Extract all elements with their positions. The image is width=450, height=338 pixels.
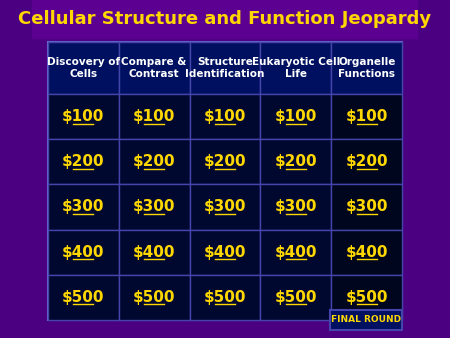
Text: $500: $500 — [346, 290, 388, 305]
Text: Compare &
Contrast: Compare & Contrast — [122, 57, 187, 79]
Text: Discovery of
Cells: Discovery of Cells — [46, 57, 120, 79]
Text: $100: $100 — [346, 109, 388, 124]
Text: $400: $400 — [133, 245, 176, 260]
Bar — [329, 310, 402, 330]
Text: Eukaryotic Cell
Life: Eukaryotic Cell Life — [252, 57, 340, 79]
Bar — [189, 185, 261, 230]
Bar — [332, 139, 402, 185]
Bar — [118, 230, 189, 275]
Text: $500: $500 — [274, 290, 317, 305]
Text: $400: $400 — [274, 245, 317, 260]
Bar — [261, 42, 332, 94]
Bar — [189, 230, 261, 275]
Text: $300: $300 — [346, 199, 388, 215]
Text: $500: $500 — [62, 290, 104, 305]
Text: $500: $500 — [133, 290, 176, 305]
Bar — [48, 185, 118, 230]
Text: $100: $100 — [62, 109, 104, 124]
Bar — [48, 139, 118, 185]
Text: $300: $300 — [204, 199, 246, 215]
Text: $200: $200 — [133, 154, 176, 169]
Text: $400: $400 — [62, 245, 104, 260]
Bar — [189, 42, 261, 94]
Bar — [118, 94, 189, 139]
Bar — [48, 230, 118, 275]
Text: $100: $100 — [275, 109, 317, 124]
Bar — [332, 94, 402, 139]
Text: Organelle
Functions: Organelle Functions — [338, 57, 396, 79]
Bar — [32, 0, 418, 38]
Bar — [261, 230, 332, 275]
Text: $300: $300 — [62, 199, 104, 215]
Text: $400: $400 — [204, 245, 246, 260]
Text: $100: $100 — [204, 109, 246, 124]
Text: Cellular Structure and Function Jeopardy: Cellular Structure and Function Jeopardy — [18, 10, 432, 28]
Bar — [332, 230, 402, 275]
Text: $200: $200 — [204, 154, 246, 169]
Text: $300: $300 — [133, 199, 176, 215]
Bar — [261, 275, 332, 320]
Text: $200: $200 — [274, 154, 317, 169]
Bar — [118, 42, 189, 94]
Text: $400: $400 — [346, 245, 388, 260]
Text: $500: $500 — [204, 290, 246, 305]
Bar — [118, 275, 189, 320]
Bar — [118, 139, 189, 185]
Text: $300: $300 — [274, 199, 317, 215]
Bar — [189, 94, 261, 139]
Text: $100: $100 — [133, 109, 175, 124]
Text: FINAL ROUND: FINAL ROUND — [331, 315, 401, 324]
Text: $200: $200 — [346, 154, 388, 169]
Text: Structure
Identification: Structure Identification — [185, 57, 265, 79]
Bar — [261, 185, 332, 230]
Bar — [48, 275, 118, 320]
Text: $200: $200 — [62, 154, 104, 169]
Bar — [332, 42, 402, 94]
Bar — [189, 139, 261, 185]
Bar — [48, 42, 402, 320]
Bar — [48, 42, 118, 94]
Bar — [332, 275, 402, 320]
Bar — [48, 94, 118, 139]
Bar — [332, 185, 402, 230]
Bar — [261, 139, 332, 185]
Bar — [118, 185, 189, 230]
Bar — [189, 275, 261, 320]
Bar — [261, 94, 332, 139]
